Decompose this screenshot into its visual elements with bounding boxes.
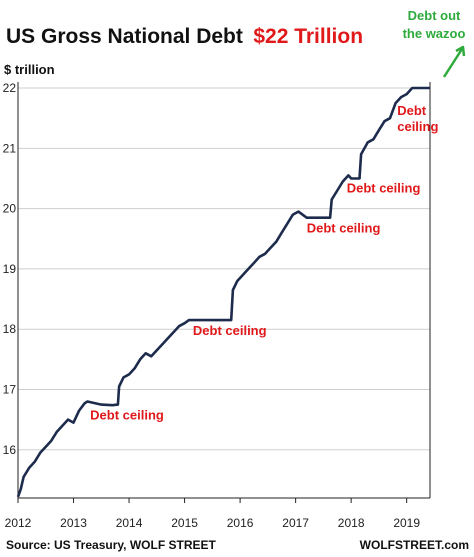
callout-arrowhead [455,45,466,57]
debt-ceiling-label: Debt ceiling [307,221,381,236]
y-axis-unit-label: $ trillion [4,62,55,77]
debt-ceiling-label: Debt ceiling [347,180,421,195]
debt-ceiling-label: Debt [397,103,427,118]
y-tick-label: 19 [3,262,17,276]
chart-title-main: US Gross National Debt [6,25,243,48]
x-tick-label: 2019 [393,516,420,530]
chart-title: US Gross National Debt $22 Trillion [6,25,363,48]
chart-title-highlight: $22 Trillion [253,25,363,48]
x-tick-label: 2013 [60,516,87,530]
debt-ceiling-label: Debt ceiling [193,323,267,338]
y-tick-label: 21 [3,141,17,155]
x-tick-label: 2012 [5,516,32,530]
brand-label: WOLFSTREET.com [360,538,469,552]
x-tick-label: 2014 [116,516,143,530]
x-tick-labels: 2012 2013 2014 2015 2016 2017 2018 2019 [5,516,421,530]
x-tick-label: 2016 [227,516,254,530]
y-tick-label: 16 [3,443,17,457]
y-tick-label: 17 [3,382,17,396]
y-tick-labels: 16 17 18 19 20 21 22 [3,81,17,457]
gridlines [18,87,430,451]
x-tick-label: 2015 [171,516,198,530]
debt-ceiling-label: Debt ceiling [90,408,164,423]
callout: Debt out the wazoo [403,8,466,78]
callout-arrow [442,48,464,78]
debt-series-line [16,86,430,498]
callout-line-2: the wazoo [403,26,466,41]
x-tick-label: 2018 [338,516,365,530]
debt-ceiling-annotations: Debt ceiling Debt ceiling Debt ceiling Debt… [90,103,438,422]
y-tick-label: 20 [3,202,17,216]
source-note: Source: US Treasury, WOLF STREET [6,538,216,552]
axes [17,82,431,503]
x-tick-label: 2017 [282,516,309,530]
debt-ceiling-label: ceiling [397,119,438,134]
callout-line-1: Debt out [408,8,461,23]
y-tick-label: 18 [3,322,17,336]
y-tick-label: 22 [3,81,17,95]
